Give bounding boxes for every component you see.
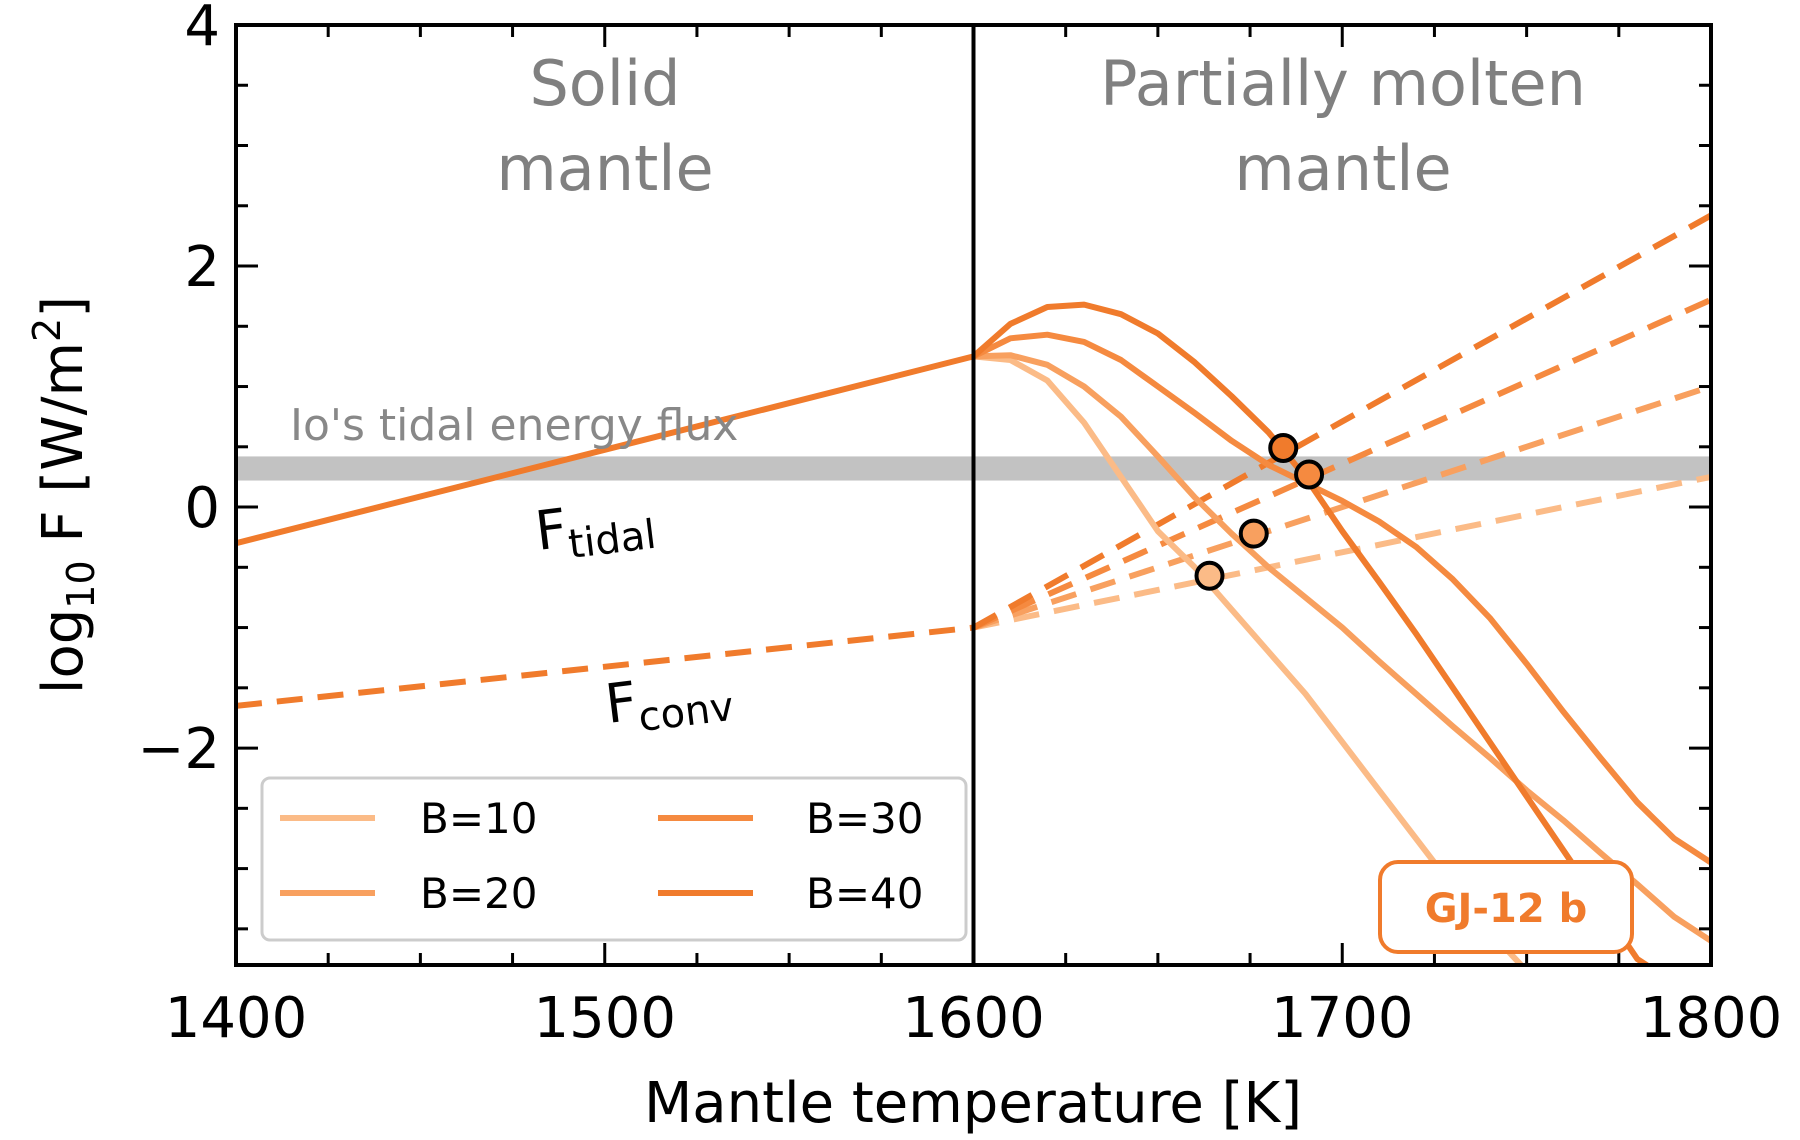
- y-axis-title-end: ]: [31, 296, 96, 318]
- legend-label-b40: B=40: [806, 869, 923, 918]
- tidal-line-solid-mantle: [236, 353, 975, 547]
- conv-line-b10: [972, 473, 1711, 631]
- f-tidal-base: F: [532, 497, 571, 563]
- f-conv-label: Fconv: [602, 658, 736, 745]
- intersection-point-b40: [1268, 433, 1299, 463]
- y-axis-title-sub: 10: [59, 560, 103, 608]
- region-label-molten-line1: Partially molten: [1100, 47, 1586, 120]
- f-tidal-sub: tidal: [566, 512, 659, 568]
- planet-badge-box: [1378, 860, 1634, 954]
- legend: B=10 B=20 B=30 B=40: [260, 776, 968, 942]
- conv-line-b40: [972, 212, 1711, 631]
- f-conv-sub: conv: [636, 684, 736, 741]
- x-tick-label: 1800: [1640, 986, 1783, 1051]
- x-tick-label: 1600: [902, 986, 1045, 1051]
- y-axis-title-var: F [W/m: [31, 342, 96, 560]
- region-label-solid-line1: Solid: [529, 47, 680, 120]
- y-tick-label: 4: [184, 0, 220, 59]
- y-tick-label: 2: [184, 235, 220, 300]
- intersection-point-b20: [1238, 518, 1269, 549]
- region-label-solid-line2: mantle: [496, 132, 713, 205]
- conv-line-b30: [972, 297, 1711, 631]
- planet-badge: GJ-12 b: [1378, 860, 1634, 954]
- y-axis-title-sup: 2: [25, 318, 69, 342]
- legend-label-b10: B=10: [420, 794, 537, 843]
- y-tick-label: 0: [184, 476, 220, 541]
- f-conv-base: F: [602, 670, 641, 736]
- y-axis-title-main: log: [31, 609, 96, 694]
- io-band-label: Io's tidal energy flux: [290, 400, 738, 451]
- legend-label-b30: B=30: [806, 794, 923, 843]
- y-axis-title: log10 F [W/m2]: [25, 296, 103, 694]
- conv-line-solid-mantle: [236, 624, 974, 709]
- legend-label-b20: B=20: [420, 869, 537, 918]
- conv-line-b20: [972, 383, 1711, 631]
- x-tick-label: 1400: [165, 986, 308, 1051]
- x-axis-title: Mantle temperature [K]: [644, 1071, 1302, 1136]
- legend-box: [260, 776, 968, 942]
- region-label-molten-line2: mantle: [1234, 132, 1451, 205]
- intersection-point-b30: [1294, 459, 1325, 490]
- x-tick-label: 1500: [533, 986, 676, 1051]
- intersection-point-b10: [1194, 560, 1225, 591]
- tidal-line-b40: [971, 301, 1652, 965]
- tidal-line-b30: [972, 331, 1711, 866]
- y-tick-label: −2: [137, 717, 220, 782]
- f-tidal-label: Ftidal: [532, 486, 659, 572]
- x-tick-label: 1700: [1271, 986, 1414, 1051]
- planet-badge-text: GJ-12 b: [1425, 886, 1588, 932]
- tidal-line-b20: [973, 352, 1711, 944]
